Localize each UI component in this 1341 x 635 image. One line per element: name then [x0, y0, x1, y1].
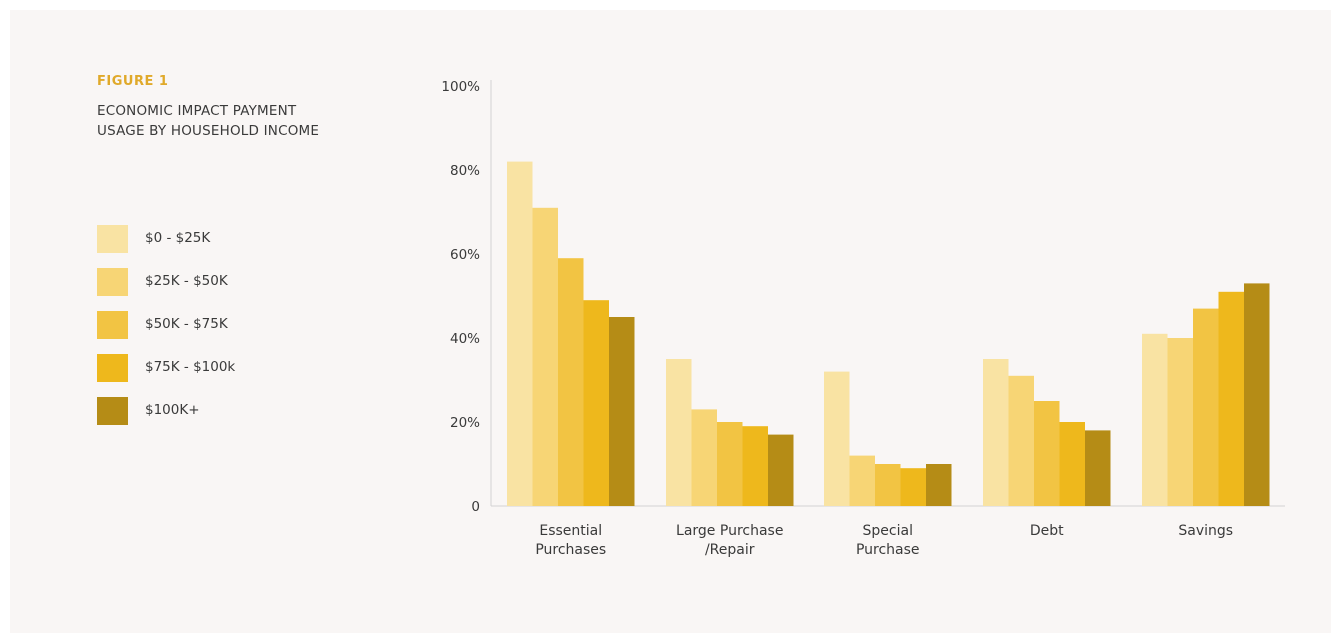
x-category-label: Savings: [1178, 523, 1233, 539]
x-category-label: Debt: [1030, 523, 1064, 539]
bar: [742, 426, 768, 506]
y-tick-label: 60%: [450, 247, 480, 263]
bar: [666, 359, 692, 506]
x-category-label: Large Purchase: [676, 523, 783, 539]
bar: [1059, 422, 1085, 506]
bar: [532, 207, 558, 507]
bar: [1167, 338, 1193, 506]
x-category-label: /Repair: [705, 542, 755, 558]
bar: [824, 371, 850, 506]
legend-swatch: [97, 311, 128, 339]
legend-label: $25K - $50K: [145, 273, 228, 289]
legend-item-25k-50k: $25K - $50K: [97, 268, 317, 296]
figure-title-line-1: ECONOMIC IMPACT PAYMENT: [97, 103, 297, 119]
x-category-label: Essential: [539, 523, 602, 539]
bar: [1244, 283, 1270, 506]
bar: [1193, 308, 1219, 506]
bar: [1034, 401, 1060, 506]
bar: [1008, 375, 1034, 506]
figure-label: FIGURE 1: [97, 74, 169, 89]
x-category-label: Purchase: [856, 542, 920, 558]
legend-swatch: [97, 397, 128, 425]
legend-swatch: [97, 225, 128, 253]
figure-title-line-2: USAGE BY HOUSEHOLD INCOME: [97, 123, 320, 139]
bar: [983, 359, 1009, 506]
bar: [900, 468, 926, 506]
bar: [926, 464, 952, 506]
legend-swatch: [97, 354, 128, 382]
bar: [875, 464, 901, 506]
bar: [558, 258, 584, 506]
legend-label: $0 - $25K: [145, 230, 211, 246]
bar: [609, 317, 635, 506]
bar: [1085, 430, 1111, 506]
bar: [1142, 333, 1168, 506]
bar: [583, 300, 609, 506]
bar: [691, 409, 717, 506]
x-category-label: Special: [863, 523, 913, 539]
figure-card: [10, 10, 1331, 633]
legend-item-100k-plus: $100K+: [97, 397, 317, 425]
legend-label: $75K - $100k: [145, 359, 236, 375]
x-category-label: Purchases: [535, 542, 606, 558]
bar: [1218, 291, 1244, 506]
y-tick-label: 20%: [450, 415, 480, 431]
y-tick-label: 0: [471, 499, 480, 515]
figure-title: ECONOMIC IMPACT PAYMENT USAGE BY HOUSEHO…: [97, 101, 397, 141]
legend-item-75k-100k: $75K - $100k: [97, 354, 317, 382]
legend-label: $100K+: [145, 402, 200, 418]
bar: [507, 161, 533, 506]
y-tick-label: 40%: [450, 331, 480, 347]
y-tick-label: 80%: [450, 163, 480, 179]
bar: [717, 422, 743, 506]
bar: [768, 434, 794, 506]
y-tick-label: 100%: [441, 79, 480, 95]
legend-item-50k-75k: $50K - $75K: [97, 311, 317, 339]
legend-item-0-25k: $0 - $25K: [97, 225, 317, 253]
bar: [849, 455, 875, 506]
legend-swatch: [97, 268, 128, 296]
legend-label: $50K - $75K: [145, 316, 228, 332]
